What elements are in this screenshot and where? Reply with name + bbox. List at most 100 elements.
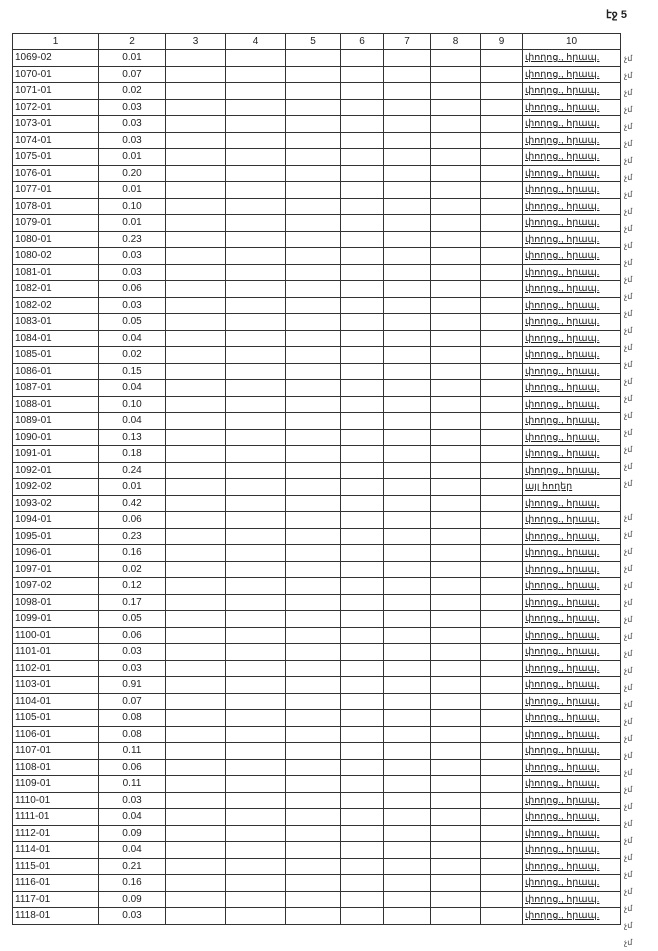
parcel-code: 1077-01 (12, 181, 99, 199)
empty-cell (165, 659, 226, 677)
empty-cell (340, 362, 384, 380)
empty-cell (165, 560, 226, 578)
empty-cell (480, 494, 523, 512)
empty-cell (165, 676, 226, 694)
parcel-code: 1088-01 (12, 395, 99, 413)
margin-mark (624, 492, 632, 509)
empty-cell (430, 494, 481, 512)
table-row: 1094-01 0.06 փողոց., հրապ. (12, 511, 621, 529)
parcel-code: 1084-01 (12, 329, 99, 347)
land-use: փողոց., հրապ. (522, 280, 621, 298)
parcel-code: 1093-02 (12, 494, 99, 512)
empty-cell (383, 808, 431, 826)
area-value: 0.20 (98, 164, 166, 182)
empty-cell (430, 577, 481, 595)
land-use: փողոց., հրապ. (522, 890, 621, 908)
table-row: 1102-01 0.03 փողոց., հրապ. (12, 659, 621, 677)
table-row: 1084-01 0.04 փողոց., հրապ. (12, 329, 621, 347)
empty-cell (430, 643, 481, 661)
empty-cell (165, 742, 226, 760)
table-row: 1095-01 0.23 փողոց., հրապ. (12, 527, 621, 545)
margin-mark: չմ (624, 887, 633, 896)
empty-cell (285, 494, 341, 512)
margin-mark: չմ (624, 547, 633, 556)
empty-cell (340, 610, 384, 628)
empty-cell (165, 478, 226, 496)
area-value: 0.01 (98, 49, 166, 67)
empty-cell (430, 263, 481, 281)
land-use: փողոց., հրապ. (522, 742, 621, 760)
empty-cell (383, 65, 431, 83)
empty-cell (225, 131, 286, 149)
table-row: 1088-01 0.10 փողոց., հրապ. (12, 395, 621, 413)
empty-cell (383, 560, 431, 578)
empty-cell (165, 527, 226, 545)
empty-cell (480, 560, 523, 578)
empty-cell (430, 98, 481, 116)
parcel-code: 1081-01 (12, 263, 99, 281)
empty-cell (383, 412, 431, 430)
empty-cell (225, 725, 286, 743)
table-row: 1101-01 0.03 փողոց., հրապ. (12, 643, 621, 661)
empty-cell (285, 247, 341, 265)
empty-cell (340, 379, 384, 397)
empty-cell (383, 445, 431, 463)
table-row: 1071-01 0.02 փողոց., հրապ. (12, 82, 621, 100)
land-use: փողոց., հրապ. (522, 560, 621, 578)
margin-mark: չմ (624, 649, 633, 658)
empty-cell (285, 478, 341, 496)
area-value: 0.13 (98, 428, 166, 446)
parcel-code: 1106-01 (12, 725, 99, 743)
margin-mark: չմ (624, 802, 633, 811)
empty-cell (430, 280, 481, 298)
parcel-code: 1070-01 (12, 65, 99, 83)
parcel-code: 1082-01 (12, 280, 99, 298)
table-row: 1099-01 0.05 փողոց., հրապ. (12, 610, 621, 628)
empty-cell (480, 313, 523, 331)
empty-cell (430, 412, 481, 430)
margin-mark: չմ (624, 598, 633, 607)
empty-cell (383, 346, 431, 364)
empty-cell (383, 643, 431, 661)
empty-cell (285, 412, 341, 430)
empty-cell (340, 725, 384, 743)
empty-cell (285, 907, 341, 925)
column-header: 10 (522, 33, 621, 50)
column-header: 1 (12, 33, 99, 50)
margin-mark: չմ (624, 173, 633, 182)
empty-cell (165, 461, 226, 479)
empty-cell (285, 824, 341, 842)
empty-cell (165, 82, 226, 100)
empty-cell (285, 65, 341, 83)
empty-cell (480, 230, 523, 248)
empty-cell (340, 329, 384, 347)
margin-mark: չմ (624, 836, 633, 845)
empty-cell (480, 527, 523, 545)
empty-cell (383, 577, 431, 595)
empty-cell (430, 544, 481, 562)
parcel-code: 1076-01 (12, 164, 99, 182)
empty-cell (480, 280, 523, 298)
parcel-code: 1095-01 (12, 527, 99, 545)
empty-cell (285, 857, 341, 875)
empty-cell (340, 692, 384, 710)
empty-cell (285, 593, 341, 611)
empty-cell (340, 148, 384, 166)
empty-cell (165, 610, 226, 628)
empty-cell (383, 742, 431, 760)
table-row: 1083-01 0.05 փողոց., հրապ. (12, 313, 621, 331)
empty-cell (165, 841, 226, 859)
area-value: 0.24 (98, 461, 166, 479)
parcel-code: 1085-01 (12, 346, 99, 364)
table-row: 1069-02 0.01 փողոց., հրապ. (12, 49, 621, 67)
area-value: 0.02 (98, 82, 166, 100)
table-row: 1110-01 0.03 փողոց., հրապ. (12, 791, 621, 809)
margin-mark: չմ (624, 105, 633, 114)
table-row: 1117-01 0.09 փողոց., հրապ. (12, 890, 621, 908)
empty-cell (430, 676, 481, 694)
empty-cell (383, 857, 431, 875)
empty-cell (340, 65, 384, 83)
empty-cell (285, 659, 341, 677)
empty-cell (430, 593, 481, 611)
empty-cell (225, 758, 286, 776)
